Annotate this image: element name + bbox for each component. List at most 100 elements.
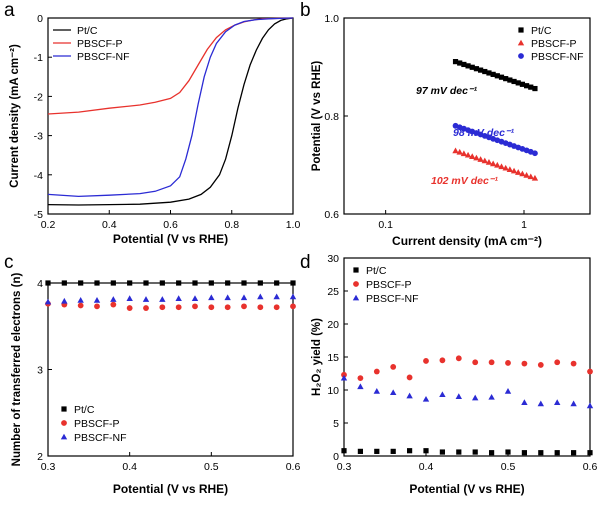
series-pbscf-p [45, 300, 296, 311]
data-point [473, 66, 480, 72]
data-point [357, 448, 363, 454]
data-point [554, 359, 561, 366]
data-point [273, 304, 280, 311]
data-point [527, 173, 534, 180]
data-point [472, 449, 478, 455]
series-pt-c: 97 mV dec⁻¹ [416, 59, 538, 97]
x-tick-label: 0.2 [41, 219, 56, 231]
data-point [224, 304, 231, 311]
legend-swatch [517, 39, 525, 46]
data-point [110, 280, 116, 286]
data-point [44, 298, 52, 305]
data-point [340, 374, 348, 381]
data-point [390, 448, 396, 454]
data-point [504, 388, 512, 394]
slope-annotation: 98 mV dec⁻¹ [453, 127, 514, 139]
data-point [77, 297, 84, 303]
data-point [507, 77, 513, 83]
legend-label: PBSCF-NF [74, 432, 127, 444]
series-pt-c [341, 448, 593, 456]
x-tick-label: 0.6 [163, 219, 178, 231]
data-point [490, 71, 496, 77]
data-point [587, 450, 593, 456]
data-point [225, 280, 231, 286]
data-point [357, 383, 364, 390]
x-tick-label: 0.3 [337, 461, 352, 473]
legend-label: Pt/C [531, 25, 552, 37]
y-tick-label: 10 [327, 385, 339, 397]
data-point [489, 450, 495, 456]
data-point [61, 297, 68, 304]
data-point [127, 280, 133, 286]
data-point [390, 389, 397, 396]
data-point [531, 174, 539, 181]
data-point [439, 391, 446, 398]
data-point [464, 151, 472, 158]
data-point [422, 395, 430, 402]
data-point [505, 449, 511, 455]
data-point [93, 297, 101, 303]
data-point [488, 393, 495, 400]
legend: Pt/C PBSCF-P PBSCF-NF [60, 404, 127, 444]
y-tick-label: 3 [37, 365, 43, 377]
data-point [423, 448, 429, 454]
series-pt-c [45, 280, 296, 286]
y-tick-label: -5 [34, 209, 43, 221]
legend-swatch [352, 294, 360, 301]
y-axis-label: Number of transferred electrons (n) [11, 273, 23, 467]
data-point [126, 305, 133, 311]
legend-label: PBSCF-P [74, 418, 120, 430]
series-pbscf-nf [340, 374, 594, 409]
data-point [472, 359, 479, 366]
legend-label: PBSCF-NF [366, 293, 419, 305]
chart-panel-a: a 0.2 0.4 0.6 0.8 1.0 -5 -4 -3 -2 -1 0 Potential (V … [4, 0, 300, 246]
data-point [208, 304, 215, 311]
data-point [570, 360, 577, 367]
data-point [175, 304, 182, 311]
data-point [452, 147, 459, 154]
legend-swatch [353, 281, 359, 287]
data-point [465, 63, 471, 69]
data-point [257, 304, 264, 311]
data-point [78, 280, 84, 286]
y-tick-label: 0 [333, 451, 339, 463]
data-point [537, 362, 544, 368]
data-point [482, 68, 488, 75]
data-point [571, 450, 577, 456]
x-tick-label: 0.3 [41, 461, 56, 473]
data-point [456, 148, 463, 155]
data-point [570, 400, 577, 407]
data-point [439, 449, 445, 455]
y-axis-label: H₂O₂ yield (%) [311, 318, 323, 396]
y-tick-label: 1.0 [324, 13, 339, 25]
data-point [521, 399, 528, 405]
data-point [505, 360, 511, 366]
x-tick-label: 1.0 [286, 219, 301, 231]
data-point [61, 280, 67, 286]
legend-label: PBSCF-NF [77, 51, 130, 63]
data-point [159, 296, 166, 302]
data-point [159, 280, 165, 286]
data-point [357, 375, 364, 382]
data-point [455, 393, 462, 399]
data-point [289, 293, 297, 300]
data-point [587, 368, 593, 375]
y-tick-label: -3 [34, 131, 43, 143]
legend-label: Pt/C [74, 404, 95, 416]
data-point [241, 303, 247, 310]
data-point [477, 156, 484, 162]
x-axis-label: Potential (V vs RHE) [409, 482, 524, 496]
data-point [406, 374, 413, 381]
data-point [469, 153, 476, 159]
legend-swatch [61, 420, 67, 426]
data-point [373, 388, 380, 394]
data-point [94, 303, 100, 310]
y-tick-label: 4 [37, 278, 43, 290]
data-point [498, 74, 505, 80]
data-point [498, 163, 505, 170]
data-point [457, 60, 463, 66]
data-point [373, 368, 380, 375]
y-tick-label: 0.6 [324, 209, 339, 221]
data-point [537, 400, 544, 407]
